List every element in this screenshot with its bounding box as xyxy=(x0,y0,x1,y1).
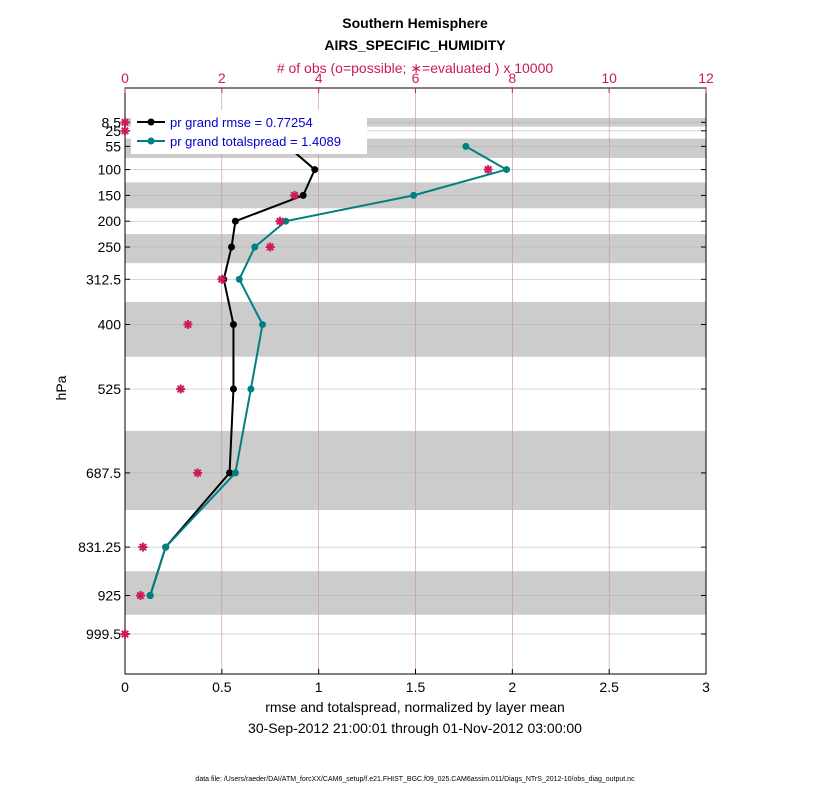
series-point-0 xyxy=(228,243,236,251)
obs-marker-stroke xyxy=(121,118,129,127)
series-point-1 xyxy=(235,275,243,283)
y-tick-label: 25 xyxy=(105,123,121,139)
chart-subtitle: AIRS_SPECIFIC_HUMIDITY xyxy=(324,37,506,53)
obs-marker-stroke xyxy=(217,275,226,284)
y-tick-label: 55 xyxy=(105,138,121,154)
x-tick-label: 3 xyxy=(702,679,710,695)
y-tick-label: 525 xyxy=(98,381,122,397)
series-point-1 xyxy=(503,166,511,174)
obs-marker xyxy=(120,629,130,639)
series-point-1 xyxy=(410,191,418,199)
series-point-0 xyxy=(311,166,319,174)
series-point-1 xyxy=(259,320,267,328)
series-point-0 xyxy=(226,469,234,477)
series-point-1 xyxy=(231,469,239,477)
top-tick-label: 8 xyxy=(508,70,516,86)
x-tick-label: 1.5 xyxy=(406,679,426,695)
y-tick-label: 831.25 xyxy=(78,539,121,555)
obs-marker-stroke xyxy=(121,630,129,638)
obs-marker xyxy=(183,319,193,329)
y-tick-label: 400 xyxy=(98,316,122,332)
series-point-0 xyxy=(229,385,237,393)
y-tick-label: 150 xyxy=(98,187,122,203)
legend-label-1: pr grand totalspread = 1.4089 xyxy=(170,134,341,149)
obs-marker-stroke xyxy=(176,385,185,393)
series-point-1 xyxy=(462,142,470,150)
series-point-1 xyxy=(282,217,290,225)
top-axis-ticks: 0 2 4 6 8 10 12 xyxy=(121,70,714,93)
obs-marker xyxy=(120,117,130,127)
obs-marker-stroke xyxy=(121,126,129,135)
obs-marker-stroke xyxy=(184,320,192,329)
top-tick-label: 6 xyxy=(412,70,420,86)
x-tick-label: 0.5 xyxy=(212,679,232,695)
grid-lines xyxy=(125,88,706,674)
legend-marker-0 xyxy=(147,118,155,126)
y-tick-label: 8.5 xyxy=(102,114,122,130)
top-axis-label: # of obs (o=possible; ∗=evaluated ) x 10… xyxy=(277,60,554,76)
series-line-1 xyxy=(149,145,510,596)
series-point-0 xyxy=(299,191,307,199)
obs-marker-stroke xyxy=(484,165,493,174)
chart-title: Southern Hemisphere xyxy=(342,15,488,31)
series-point-1 xyxy=(146,592,154,600)
obs-marker xyxy=(193,468,203,478)
series-point-0 xyxy=(229,320,237,328)
series-point-0 xyxy=(231,217,239,225)
obs-marker xyxy=(483,165,493,175)
series-line-0 xyxy=(149,145,317,596)
obs-marker-stroke xyxy=(139,543,147,552)
series-point-1 xyxy=(247,385,255,393)
top-tick-label: 10 xyxy=(601,70,617,86)
x-tick-label: 2 xyxy=(508,679,516,695)
obs-marker-stroke xyxy=(266,243,275,251)
y-axis-label: hPa xyxy=(53,375,69,400)
obs-marker xyxy=(289,190,299,200)
obs-marker xyxy=(176,384,186,394)
date-range-label: 30-Sep-2012 21:00:01 through 01-Nov-2012… xyxy=(248,720,582,736)
y-tick-label: 250 xyxy=(98,239,122,255)
y-tick-label: 200 xyxy=(98,213,122,229)
obs-marker xyxy=(120,126,130,136)
x-axis-label: rmse and totalspread, normalized by laye… xyxy=(265,699,565,715)
y-tick-label: 312.5 xyxy=(86,271,121,287)
y-tick-label: 100 xyxy=(98,162,122,178)
obs-marker xyxy=(138,542,148,552)
legend-marker-1 xyxy=(147,137,155,145)
top-tick-label: 12 xyxy=(698,70,714,86)
y-tick-label: 999.5 xyxy=(86,626,121,642)
y-tick-label: 925 xyxy=(98,588,122,604)
obs-marker-stroke xyxy=(193,469,202,477)
x-tick-label: 1 xyxy=(315,679,323,695)
legend: pr grand rmse = 0.77254 pr grand totalspr… xyxy=(131,110,367,154)
legend-label-0: pr grand rmse = 0.77254 xyxy=(170,115,313,130)
series-point-1 xyxy=(162,543,170,551)
obs-marker xyxy=(275,216,285,226)
obs-marker-stroke xyxy=(290,191,299,200)
x-tick-label: 0 xyxy=(121,679,129,695)
y-tick-label: 687.5 xyxy=(86,465,121,481)
obs-marker xyxy=(135,591,145,601)
obs-marker-stroke xyxy=(276,217,284,226)
obs-marker xyxy=(265,242,275,252)
series-group xyxy=(146,142,511,600)
x-tick-label: 2.5 xyxy=(599,679,619,695)
x-axis-ticks: 0 0.5 1 1.5 2 2.5 3 xyxy=(121,669,710,695)
obs-marker xyxy=(217,274,227,284)
top-tick-label: 4 xyxy=(315,70,323,86)
data-file-footer: data file: /Users/raeder/DAI/ATM_forcXX/… xyxy=(195,776,635,783)
legend-box xyxy=(131,110,367,154)
top-tick-label: 0 xyxy=(121,70,129,86)
obs-marker-stroke xyxy=(136,591,145,600)
series-point-1 xyxy=(251,243,259,251)
top-tick-label: 2 xyxy=(218,70,226,86)
